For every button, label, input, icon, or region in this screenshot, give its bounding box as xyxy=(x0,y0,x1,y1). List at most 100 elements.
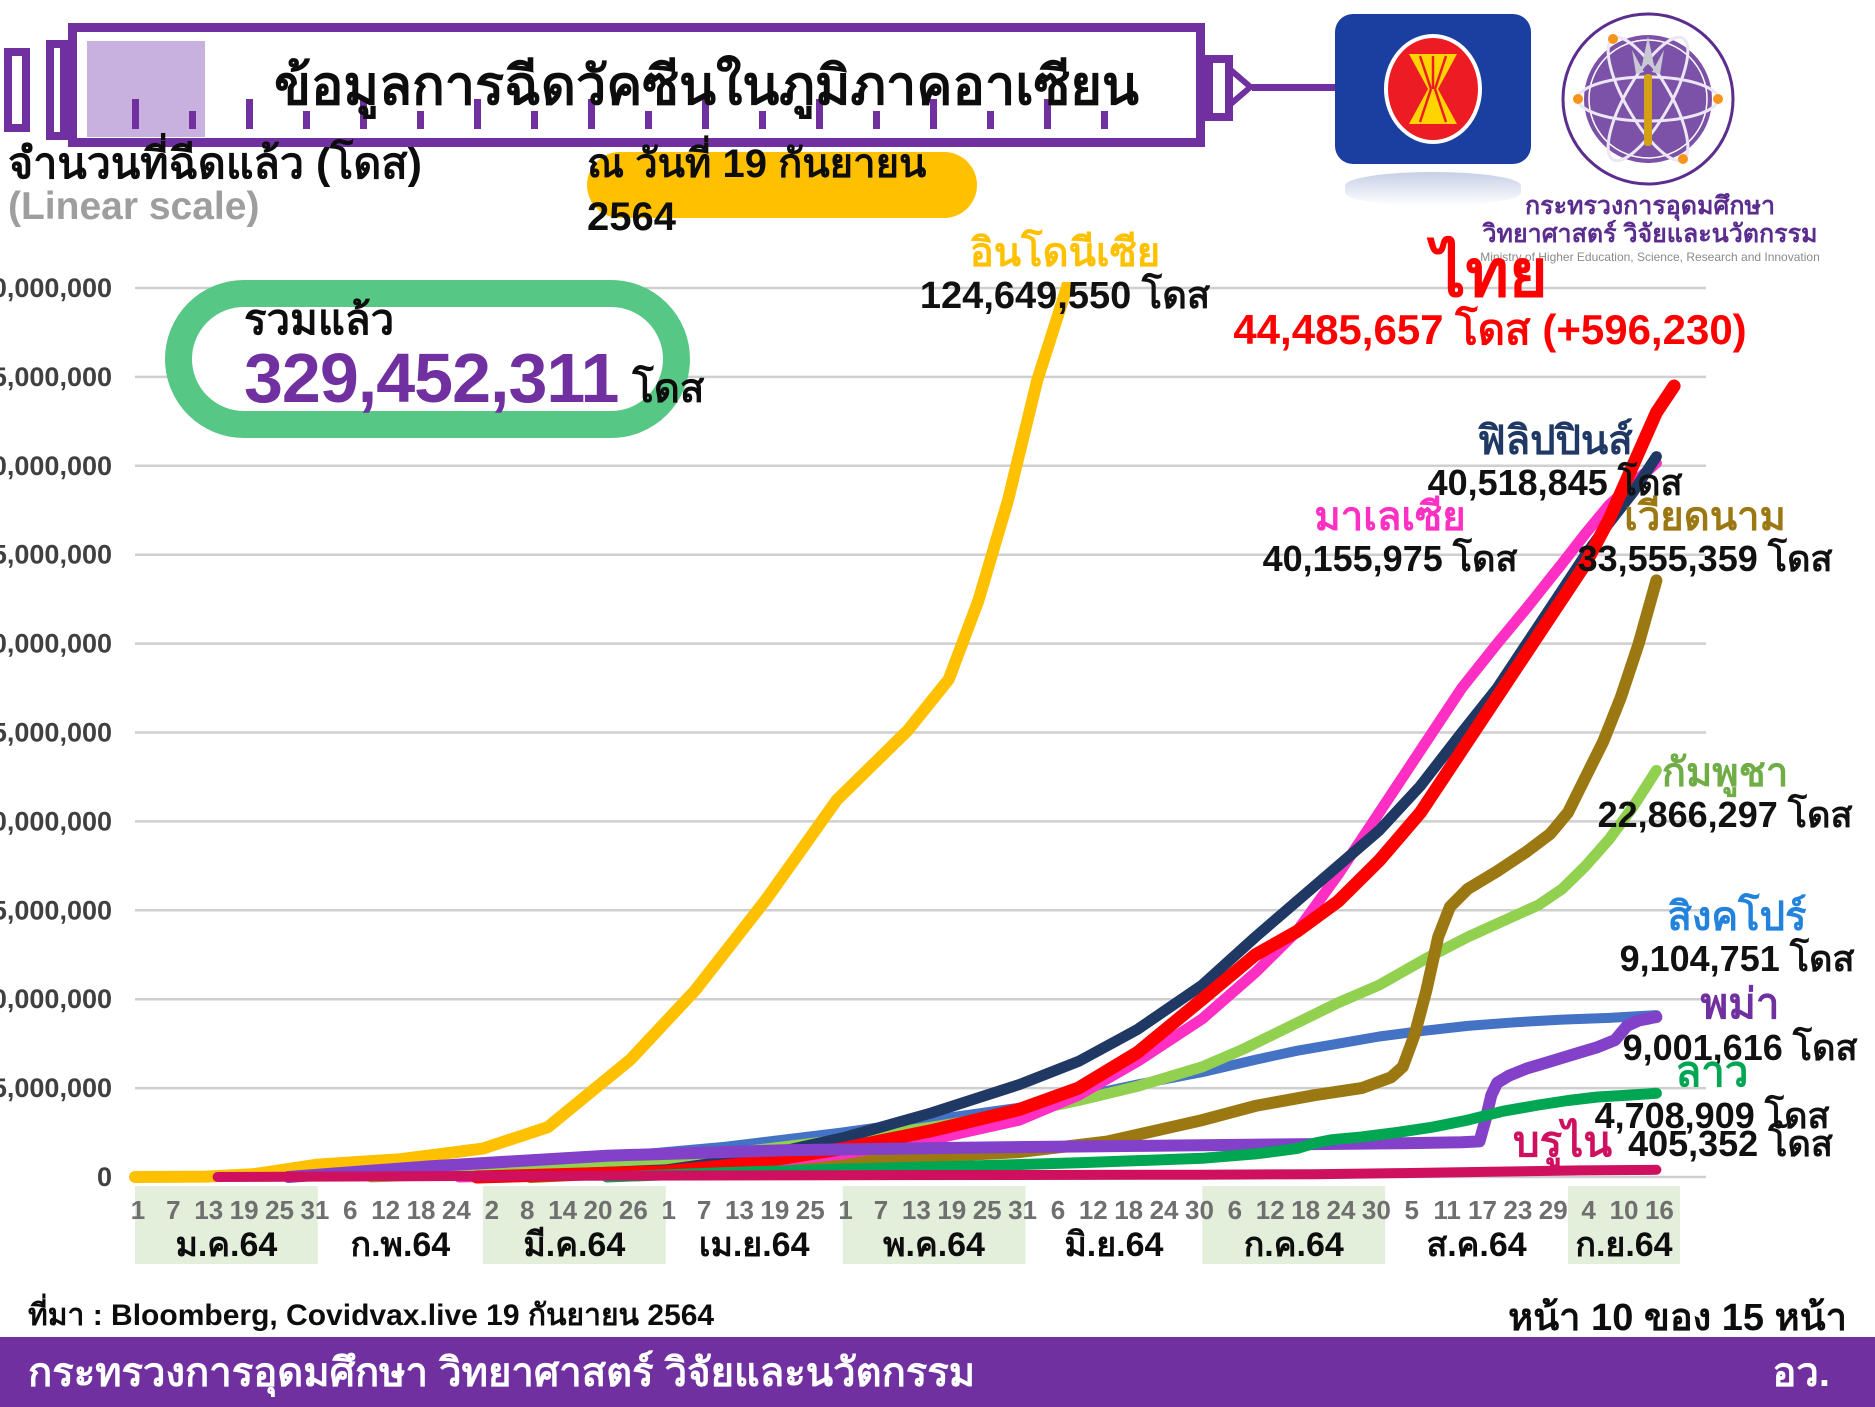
page-indicator: หน้า 10 ของ 15 หน้า xyxy=(1508,1297,1847,1339)
syringe-needle-icon xyxy=(1252,84,1338,91)
x-day-label: 6 xyxy=(1051,1195,1065,1225)
footer-abbreviation: อว. xyxy=(1772,1351,1830,1395)
x-month-label: เม.ย.64 xyxy=(699,1226,810,1264)
country-name-philippines: ฟิลิปปินส์ xyxy=(1477,419,1633,463)
syringe-nozzle-tip-inner-icon xyxy=(1233,76,1246,98)
country-value-myanmar: 9,001,616 โดส xyxy=(1622,1026,1858,1068)
series-line-พม่า xyxy=(282,1011,1663,1183)
x-day-label: 18 xyxy=(1291,1195,1320,1225)
x-day-label: 18 xyxy=(1114,1195,1143,1225)
x-day-label: 11 xyxy=(1433,1195,1461,1225)
x-day-label: 5 xyxy=(1405,1195,1419,1225)
country-value-cambodia: 22,866,297 โดส xyxy=(1597,794,1853,836)
y-tick-label: 40,000,000 xyxy=(0,451,112,481)
as-of-date-badge: ณ วันที่ 19 กันยายน 2564 xyxy=(587,142,977,239)
x-day-label: 7 xyxy=(166,1195,180,1225)
footer-bar: กระทรวงการอุดมศึกษา วิทยาศาสตร์ วิจัยและ… xyxy=(0,1337,1875,1407)
country-value-vietnam: 33,555,359 โดส xyxy=(1577,538,1833,580)
series-line-มาเลเซีย xyxy=(453,457,1662,1183)
x-day-label: 18 xyxy=(407,1195,436,1225)
x-month-label: ส.ค.64 xyxy=(1426,1226,1526,1264)
x-month-label: ม.ค.64 xyxy=(175,1226,277,1264)
country-name-cambodia: กัมพูชา xyxy=(1661,751,1789,795)
x-day-label: 19 xyxy=(230,1195,259,1225)
x-day-label: 6 xyxy=(1228,1195,1242,1225)
country-value-brunei: 405,352 โดส xyxy=(1628,1123,1833,1164)
asean-flag-icon xyxy=(1335,14,1531,206)
y-tick-label: 45,000,000 xyxy=(0,362,112,392)
label-malaysia: มาเลเซีย 40,155,975 โดส xyxy=(1263,496,1518,579)
x-month-label: ก.พ.64 xyxy=(351,1226,451,1264)
series-line-ลาว xyxy=(601,1087,1662,1183)
x-day-label: 24 xyxy=(1150,1195,1179,1225)
x-day-label: 8 xyxy=(520,1195,534,1225)
x-day-label: 16 xyxy=(1645,1195,1674,1225)
y-tick-label: 25,000,000 xyxy=(0,718,112,748)
series-line-ไทย xyxy=(470,379,1681,1184)
x-day-label: 7 xyxy=(697,1195,711,1225)
country-name-thailand: ไทย xyxy=(1432,236,1548,310)
label-vietnam: เวียดนาม 33,555,359 โดส xyxy=(1578,496,1833,579)
x-day-label: 23 xyxy=(1503,1195,1532,1225)
country-value-singapore: 9,104,751 โดส xyxy=(1619,938,1855,980)
x-day-label: 30 xyxy=(1185,1195,1214,1225)
x-day-label: 12 xyxy=(371,1195,400,1225)
country-name-vietnam: เวียดนาม xyxy=(1624,495,1786,539)
x-day-label: 4 xyxy=(1581,1195,1596,1225)
x-day-label: 25 xyxy=(796,1195,825,1225)
x-day-label: 13 xyxy=(725,1195,754,1225)
y-tick-label: 5,000,000 xyxy=(0,1073,112,1103)
x-day-label: 24 xyxy=(1327,1195,1356,1225)
series-line-บรูไน xyxy=(212,1164,1662,1182)
country-name-malaysia: มาเลเซีย xyxy=(1314,495,1466,539)
x-day-label: 30 xyxy=(1362,1195,1391,1225)
ministry-logo-icon xyxy=(1560,8,1736,190)
y-tick-label: 30,000,000 xyxy=(0,629,112,659)
x-day-label: 19 xyxy=(937,1195,966,1225)
x-day-label: 19 xyxy=(760,1195,789,1225)
syringe-plunger-head-icon xyxy=(46,40,68,140)
country-name-indonesia: อินโดนีเซีย xyxy=(969,231,1161,275)
country-value-thailand: 44,485,657 โดส (+596,230) xyxy=(1233,306,1747,353)
label-thailand: ไทย 44,485,657 โดส (+596,230) xyxy=(1233,240,1746,353)
x-month-label: มี.ค.64 xyxy=(523,1226,625,1264)
month-band xyxy=(1202,1186,1386,1264)
month-band xyxy=(482,1186,666,1264)
series-line-อินโดนีเซีย xyxy=(129,282,1075,1183)
country-value-laos: 4,708,909 โดส xyxy=(1594,1094,1830,1136)
x-day-label: 25 xyxy=(973,1195,1002,1225)
x-day-label: 12 xyxy=(1256,1195,1285,1225)
country-value-philippines: 40,518,845 โดส xyxy=(1427,462,1683,504)
label-philippines: ฟิลิปปินส์ 40,518,845 โดส xyxy=(1428,420,1683,503)
country-value-indonesia: 124,649,550 โดส xyxy=(919,275,1211,318)
y-axis-title-line1: จำนวนที่ฉีดแล้ว (โดส) xyxy=(8,140,422,188)
x-day-label: 7 xyxy=(874,1195,888,1225)
x-day-label: 14 xyxy=(548,1195,577,1225)
x-day-label: 10 xyxy=(1610,1195,1639,1225)
x-day-label: 1 xyxy=(131,1195,145,1225)
x-month-label: มิ.ย.64 xyxy=(1064,1226,1163,1264)
ministry-caption-en: Ministry of Higher Education, Science, R… xyxy=(1480,250,1820,264)
total-unit: โดส xyxy=(632,366,705,411)
footer-ministry-name: กระทรวงการอุดมศึกษา วิทยาศาสตร์ วิจัยและ… xyxy=(28,1351,976,1395)
x-day-label: 12 xyxy=(1079,1195,1108,1225)
y-tick-label: 10,000,000 xyxy=(0,984,112,1014)
label-laos: ลาว 4,708,909 โดส xyxy=(1594,1048,1830,1136)
month-band xyxy=(842,1186,1026,1264)
x-day-label: 1 xyxy=(838,1195,852,1225)
total-label: รวมแล้ว xyxy=(244,296,395,344)
syringe-plunger-rod-icon xyxy=(4,48,30,132)
y-tick-label: 35,000,000 xyxy=(0,540,112,570)
y-tick-label: 50,000,000 xyxy=(0,273,112,303)
x-day-label: 31 xyxy=(300,1195,329,1225)
syringe-barrel-banner: ข้อมูลการฉีดวัคซีนในภูมิภาคอาเซียน xyxy=(68,23,1205,147)
label-myanmar: พม่า 9,001,616 โดส xyxy=(1622,981,1858,1068)
x-day-label: 13 xyxy=(194,1195,223,1225)
x-day-label: 13 xyxy=(902,1195,931,1225)
ministry-caption: กระทรวงการอุดมศึกษา วิทยาศาสตร์ วิจัยและ… xyxy=(1470,192,1830,248)
y-tick-label: 0 xyxy=(97,1162,112,1192)
country-name-laos: ลาว xyxy=(1675,1048,1749,1095)
label-brunei: บรูไน 405,352 โดส xyxy=(1513,1119,1833,1165)
total-doses-badge: รวมแล้ว 329,452,311 โดส xyxy=(165,280,704,438)
